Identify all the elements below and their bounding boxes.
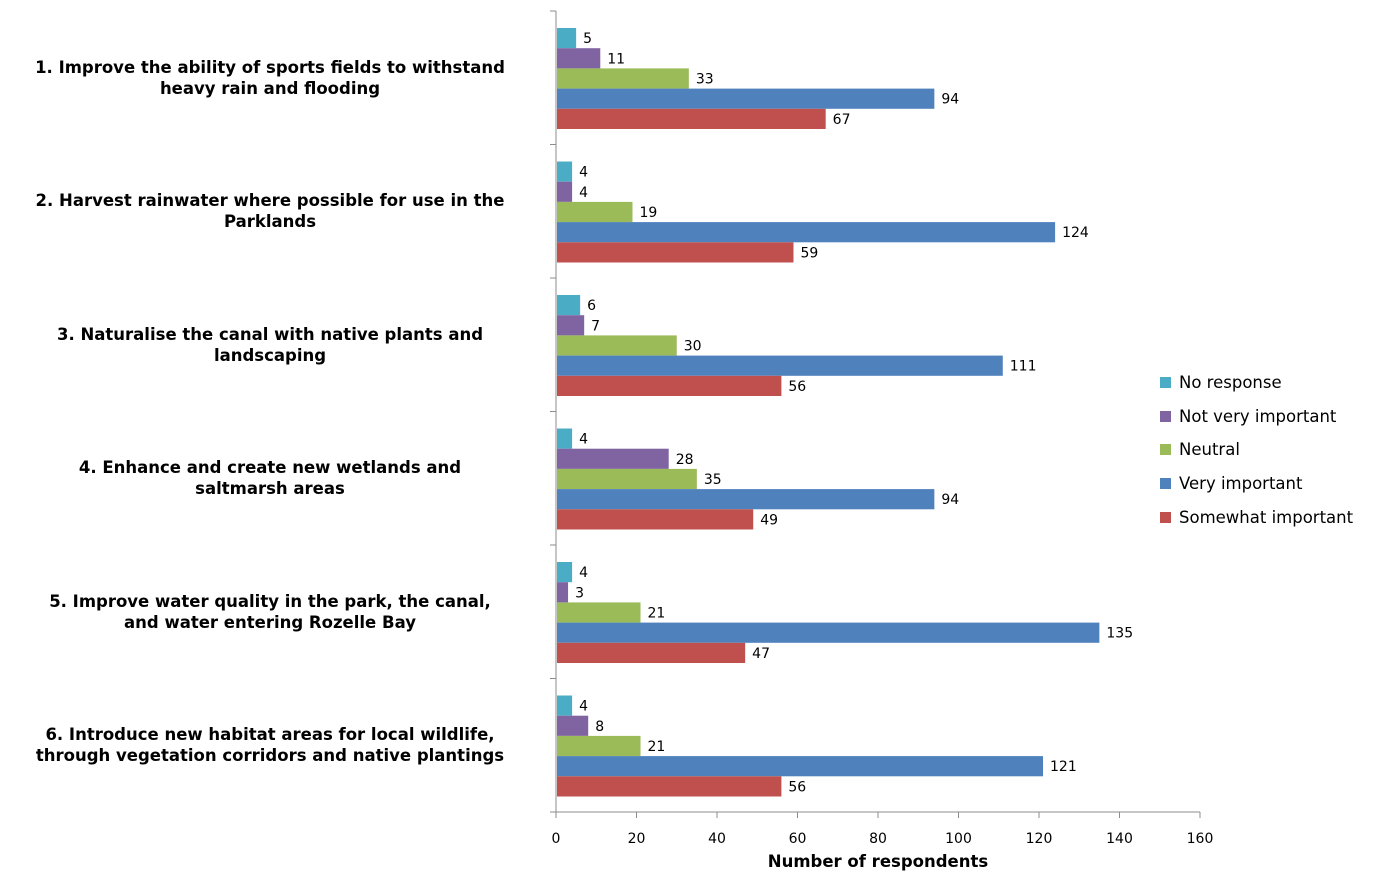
data-label: 7 — [591, 318, 600, 334]
data-label: 35 — [704, 472, 722, 488]
legend-item: Very important — [1160, 467, 1353, 501]
bar — [557, 295, 581, 316]
bar — [557, 602, 641, 623]
data-label: 30 — [684, 339, 702, 355]
bar — [557, 355, 1003, 376]
bar — [557, 509, 754, 530]
data-label: 11 — [607, 51, 625, 67]
bar — [557, 582, 569, 603]
legend-label: Somewhat important — [1179, 507, 1354, 527]
x-tick-label: 140 — [1106, 831, 1133, 847]
data-label: 4 — [579, 699, 588, 715]
x-tick-label: 60 — [789, 831, 807, 847]
bar — [557, 468, 697, 490]
bar — [557, 428, 573, 449]
bar — [557, 756, 1044, 777]
bar — [557, 448, 669, 469]
legend-item: Neutral — [1160, 433, 1353, 467]
data-label: 4 — [579, 165, 588, 181]
bar — [557, 108, 826, 129]
data-label: 56 — [788, 779, 806, 795]
bar — [557, 28, 577, 49]
category-label: 4. Enhance and create new wetlands and sa… — [78, 458, 462, 499]
bar — [557, 315, 585, 336]
bar — [557, 562, 573, 583]
data-label: 94 — [941, 492, 959, 508]
data-label: 21 — [648, 739, 666, 755]
legend-swatch — [1160, 444, 1171, 456]
bar — [557, 375, 782, 396]
bar — [557, 776, 782, 797]
bar — [557, 222, 1056, 243]
x-tick-label: 40 — [708, 831, 726, 847]
legend-swatch — [1160, 511, 1171, 523]
legend-item: Not very important — [1160, 400, 1353, 434]
data-label: 4 — [579, 185, 588, 201]
legend-label: Very important — [1179, 474, 1303, 494]
bar — [557, 335, 677, 356]
bar — [557, 88, 935, 109]
bar — [557, 622, 1100, 643]
bar — [557, 695, 573, 716]
bar — [557, 181, 573, 202]
bar — [557, 68, 689, 89]
data-label: 5 — [583, 31, 592, 47]
data-label: 6 — [587, 298, 596, 314]
x-tick-label: 0 — [552, 831, 561, 847]
data-label: 94 — [941, 92, 959, 108]
bar — [557, 242, 794, 263]
data-label: 59 — [800, 245, 818, 261]
data-label: 3 — [575, 585, 584, 601]
data-label: 19 — [639, 205, 657, 221]
legend-item: No response — [1160, 366, 1353, 400]
data-label: 4 — [579, 432, 588, 448]
x-tick-label: 20 — [628, 831, 646, 847]
x-tick-label: 80 — [869, 831, 887, 847]
category-label: 1. Improve the ability of sports fields … — [35, 57, 505, 98]
bar — [557, 642, 746, 663]
data-label: 124 — [1062, 225, 1089, 241]
x-tick-label: 100 — [945, 831, 972, 847]
data-label: 135 — [1106, 626, 1133, 642]
bar — [557, 201, 633, 223]
data-label: 111 — [1010, 359, 1037, 375]
x-tick-label: 120 — [1026, 831, 1053, 847]
data-label: 49 — [760, 512, 778, 528]
category-label: 3. Naturalise the canal with native plan… — [56, 324, 484, 365]
legend-swatch — [1160, 478, 1171, 490]
data-label: 33 — [696, 72, 714, 88]
data-label: 121 — [1050, 759, 1077, 775]
legend-label: Neutral — [1179, 440, 1240, 460]
data-label: 21 — [648, 606, 666, 622]
bar — [557, 735, 641, 757]
data-label: 8 — [595, 719, 604, 735]
bar — [557, 489, 935, 510]
x-axis-title: Number of respondents — [767, 852, 989, 871]
category-label: 5. Improve water quality in the park, th… — [49, 591, 491, 632]
legend-label: Not very important — [1179, 406, 1337, 426]
legend-swatch — [1160, 410, 1171, 422]
data-label: 28 — [676, 452, 694, 468]
bar — [557, 48, 601, 69]
data-label: 67 — [833, 112, 851, 128]
category-label: 2. Harvest rainwater where possible for … — [35, 191, 505, 232]
category-label: 6. Introduce new habitat areas for local… — [35, 725, 505, 766]
data-label: 4 — [579, 565, 588, 581]
legend-swatch — [1160, 377, 1171, 389]
legend: No response Not very important Neutral Very… — [1160, 366, 1353, 534]
legend-item: Somewhat important — [1160, 500, 1353, 534]
legend-label: No response — [1179, 373, 1282, 393]
data-label: 56 — [788, 379, 806, 395]
bar — [557, 161, 573, 182]
x-tick-label: 160 — [1187, 831, 1214, 847]
data-label: 47 — [752, 646, 770, 662]
bar — [557, 715, 589, 736]
